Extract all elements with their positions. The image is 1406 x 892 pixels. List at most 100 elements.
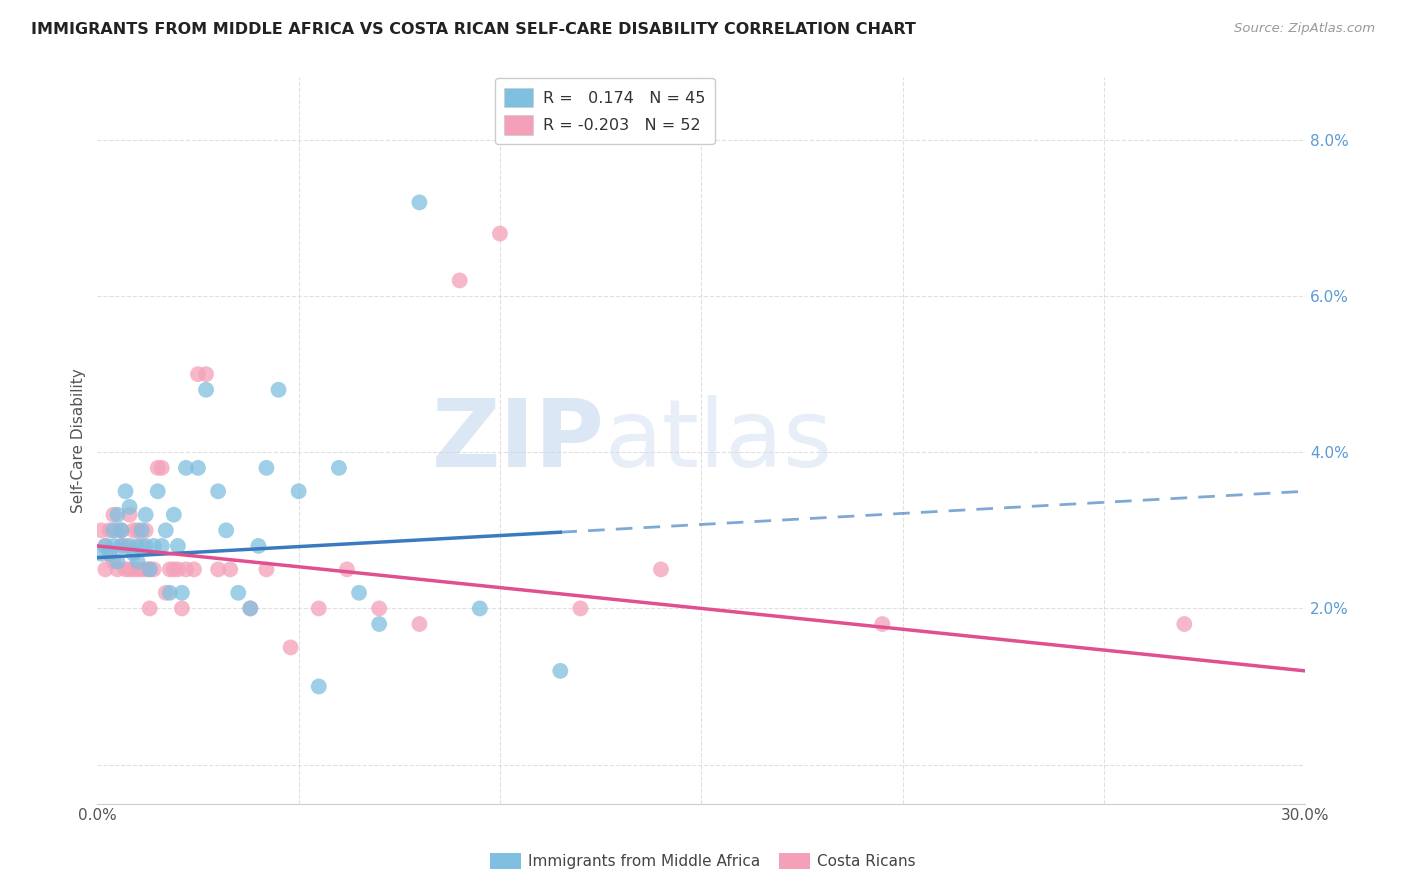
Point: [368, 617, 391, 632]
Point: [254, 461, 277, 475]
Point: [207, 484, 229, 499]
Point: [468, 601, 491, 615]
Point: [489, 227, 512, 241]
Point: [167, 539, 190, 553]
Point: [135, 508, 157, 522]
Point: [569, 601, 592, 615]
Point: [287, 484, 309, 499]
Point: [146, 461, 169, 475]
Point: [159, 586, 181, 600]
Point: [155, 586, 177, 600]
Point: [408, 195, 430, 210]
Point: [110, 539, 132, 553]
Point: [135, 539, 157, 553]
Point: [174, 562, 197, 576]
Point: [94, 539, 117, 553]
Point: [280, 640, 302, 655]
Point: [142, 562, 165, 576]
Point: [215, 524, 238, 538]
Point: [138, 562, 160, 576]
Point: [114, 562, 136, 576]
Point: [127, 524, 149, 538]
Point: [336, 562, 359, 576]
Point: [122, 562, 145, 576]
Point: [408, 617, 430, 632]
Point: [239, 601, 262, 615]
Point: [187, 461, 209, 475]
Legend: Immigrants from Middle Africa, Costa Ricans: Immigrants from Middle Africa, Costa Ric…: [484, 847, 922, 875]
Point: [135, 524, 157, 538]
Text: Source: ZipAtlas.com: Source: ZipAtlas.com: [1234, 22, 1375, 36]
Point: [138, 562, 160, 576]
Point: [347, 586, 370, 600]
Point: [267, 383, 290, 397]
Point: [247, 539, 270, 553]
Text: IMMIGRANTS FROM MIDDLE AFRICA VS COSTA RICAN SELF-CARE DISABILITY CORRELATION CH: IMMIGRANTS FROM MIDDLE AFRICA VS COSTA R…: [31, 22, 915, 37]
Point: [118, 562, 141, 576]
Point: [94, 539, 117, 553]
Point: [94, 562, 117, 576]
Point: [187, 367, 209, 381]
Point: [103, 508, 125, 522]
Point: [159, 562, 181, 576]
Point: [103, 555, 125, 569]
Point: [103, 539, 125, 553]
Point: [170, 601, 193, 615]
Point: [167, 562, 190, 576]
Point: [146, 484, 169, 499]
Point: [872, 617, 894, 632]
Point: [127, 562, 149, 576]
Point: [107, 555, 129, 569]
Point: [142, 539, 165, 553]
Point: [107, 508, 129, 522]
Point: [118, 508, 141, 522]
Point: [114, 484, 136, 499]
Point: [449, 273, 471, 287]
Point: [110, 524, 132, 538]
Point: [118, 500, 141, 514]
Point: [650, 562, 672, 576]
Point: [195, 367, 218, 381]
Point: [254, 562, 277, 576]
Point: [550, 664, 572, 678]
Point: [114, 539, 136, 553]
Point: [195, 383, 218, 397]
Point: [122, 547, 145, 561]
Point: [131, 539, 153, 553]
Point: [219, 562, 242, 576]
Point: [131, 524, 153, 538]
Point: [150, 539, 173, 553]
Point: [1173, 617, 1195, 632]
Point: [368, 601, 391, 615]
Text: atlas: atlas: [605, 394, 832, 486]
Point: [163, 508, 186, 522]
Point: [107, 562, 129, 576]
Point: [150, 461, 173, 475]
Point: [207, 562, 229, 576]
Point: [155, 524, 177, 538]
Point: [131, 562, 153, 576]
Point: [98, 524, 121, 538]
Text: ZIP: ZIP: [432, 394, 605, 486]
Point: [138, 601, 160, 615]
Point: [118, 539, 141, 553]
Legend: R =   0.174   N = 45, R = -0.203   N = 52: R = 0.174 N = 45, R = -0.203 N = 52: [495, 78, 714, 145]
Point: [98, 547, 121, 561]
Point: [163, 562, 186, 576]
Point: [308, 680, 330, 694]
Point: [98, 547, 121, 561]
Point: [127, 555, 149, 569]
Point: [127, 539, 149, 553]
Point: [107, 524, 129, 538]
Point: [110, 539, 132, 553]
Point: [174, 461, 197, 475]
Point: [110, 524, 132, 538]
Point: [135, 562, 157, 576]
Point: [226, 586, 249, 600]
Point: [239, 601, 262, 615]
Point: [90, 524, 112, 538]
Point: [90, 547, 112, 561]
Point: [170, 586, 193, 600]
Point: [183, 562, 205, 576]
Point: [122, 524, 145, 538]
